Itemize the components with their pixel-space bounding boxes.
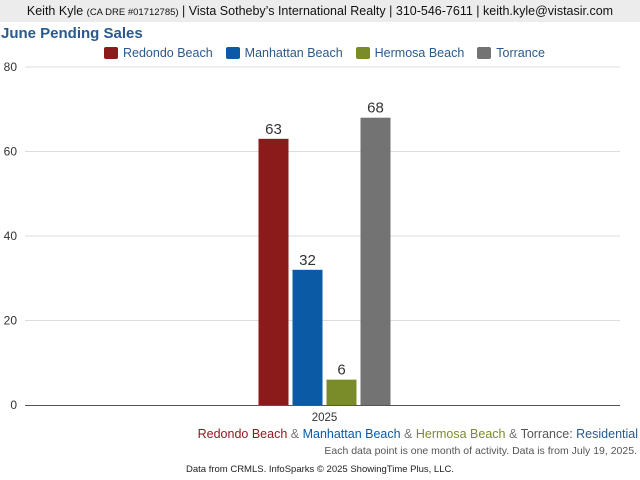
footer-series-part: Torrance — [520, 427, 570, 441]
legend-label: Torrance — [496, 46, 545, 60]
footer-series-part: Hermosa Beach — [415, 427, 506, 441]
y-tick-label: 40 — [4, 229, 18, 243]
legend-item: Redondo Beach — [104, 46, 213, 60]
chart-title: June Pending Sales — [1, 25, 143, 42]
y-tick-label: 20 — [4, 314, 18, 328]
y-tick-label: 80 — [4, 60, 18, 74]
y-tick-label: 0 — [10, 398, 17, 412]
footer-note: Each data point is one month of activity… — [324, 445, 637, 457]
header-bar: Keith Kyle (CA DRE #01712785) | Vista So… — [0, 0, 640, 22]
agent-license: (CA DRE #01712785) — [86, 7, 179, 18]
legend-label: Hermosa Beach — [374, 46, 465, 60]
agent-phone: 310-546-7611 — [395, 4, 473, 18]
agent-company: Vista Sotheby’s International Realty — [188, 4, 386, 18]
x-tick-label: 2025 — [312, 412, 338, 424]
footer-series-part: Redondo Beach — [197, 427, 288, 441]
bar-redondo-beach — [258, 138, 289, 405]
footer-series-part: Manhattan Beach — [302, 427, 401, 441]
agent-name: Keith Kyle — [26, 4, 84, 18]
footer-series-part: & — [287, 427, 303, 441]
chart-legend: Redondo Beach Manhattan Beach Hermosa Beac… — [104, 45, 558, 61]
legend-item: Manhattan Beach — [225, 46, 343, 60]
legend-label: Redondo Beach — [123, 46, 213, 60]
data-label: 6 — [337, 362, 345, 379]
legend-item: Hermosa Beach — [355, 46, 465, 60]
bar-chart: 0 20 40 60 80 63 32 6 68 2025 — [4, 60, 620, 424]
data-label: 63 — [265, 121, 282, 138]
legend-swatch — [355, 47, 370, 59]
legend-label: Manhattan Beach — [244, 46, 343, 60]
footer-series-part: : — [569, 427, 577, 441]
data-label: 32 — [299, 252, 316, 269]
legend-swatch — [104, 47, 118, 59]
footer-source: Data from CRMLS. InfoSparks © 2025 Showi… — [185, 464, 454, 475]
bar-hermosa-beach — [326, 379, 357, 405]
footer-series-line: Redondo Beach & Manhattan Beach & Hermos… — [198, 427, 638, 441]
legend-swatch — [225, 47, 240, 59]
data-label: 68 — [367, 100, 384, 117]
y-tick-label: 60 — [4, 145, 18, 159]
footer-series-part: & — [400, 427, 416, 441]
bar-manhattan-beach — [292, 269, 323, 405]
footer-series-part: Residential — [576, 427, 638, 441]
legend-item: Torrance — [477, 46, 545, 60]
legend-swatch — [477, 47, 492, 59]
footer-series-part: & — [505, 427, 521, 441]
header-separator: | — [182, 4, 186, 18]
header-separator: | — [389, 4, 393, 18]
bar-torrance — [360, 117, 391, 405]
header-separator: | — [476, 4, 480, 18]
agent-email: keith.kyle@vistasir.com — [483, 4, 614, 18]
